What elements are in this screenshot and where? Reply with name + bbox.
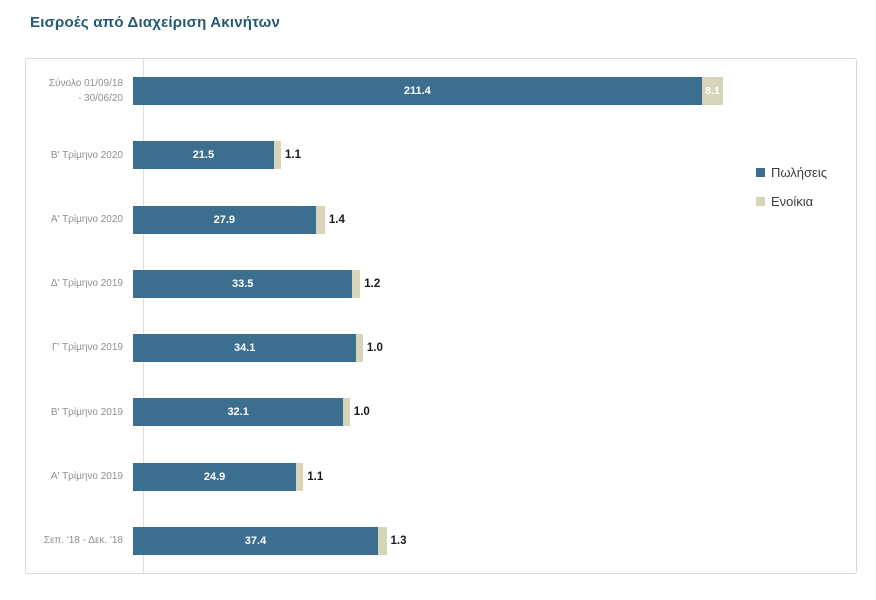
chart-row: Σύνολο 01/09/18 - 30/06/20 211.4 8.1 bbox=[26, 59, 856, 123]
bar-group: 33.5 1.2 bbox=[133, 269, 381, 298]
bar-segment-rent: 8.1 bbox=[701, 77, 724, 106]
bar-group: 32.1 1.0 bbox=[133, 398, 370, 427]
category-label: Α' Τρίμηνο 2020 bbox=[50, 213, 123, 225]
bar-value-sales: 27.9 bbox=[213, 213, 236, 226]
bar-value-rent: 1.1 bbox=[307, 470, 324, 483]
bar-segment-sales: 211.4 bbox=[133, 77, 702, 106]
chart-row: Β' Τρίμηνο 2020 21.5 1.1 bbox=[26, 123, 856, 187]
bar-segment-rent bbox=[356, 334, 363, 363]
category-label: Δ' Τρίμηνο 2019 bbox=[50, 278, 123, 290]
bar-value-sales: 37.4 bbox=[244, 534, 267, 547]
category-label: Β' Τρίμηνο 2019 bbox=[50, 406, 123, 418]
bar-group: 34.1 1.0 bbox=[133, 334, 383, 363]
bar-group: 37.4 1.3 bbox=[133, 526, 407, 555]
bar-group: 211.4 8.1 bbox=[133, 77, 724, 106]
legend-item: Πωλήσεις bbox=[756, 165, 827, 180]
chart-row: Α' Τρίμηνο 2020 27.9 1.4 bbox=[26, 188, 856, 252]
legend: Πωλήσεις Ενοίκια bbox=[756, 165, 827, 209]
category-label: Α' Τρίμηνο 2019 bbox=[50, 470, 123, 482]
bar-value-rent: 8.1 bbox=[705, 85, 720, 98]
bar-segment-sales: 24.9 bbox=[133, 462, 297, 491]
bar-segment-rent bbox=[343, 398, 350, 427]
chart-row: Δ' Τρίμηνο 2019 33.5 1.2 bbox=[26, 252, 856, 316]
legend-label: Ενοίκια bbox=[771, 194, 814, 209]
bar-value-rent: 1.1 bbox=[284, 149, 301, 162]
chart-row: Α' Τρίμηνο 2019 24.9 1.1 bbox=[26, 445, 856, 509]
chart-container: Σύνολο 01/09/18 - 30/06/20 211.4 8.1 Β' Τρί… bbox=[25, 58, 857, 574]
chart-row: Β' Τρίμηνο 2019 32.1 1.0 bbox=[26, 380, 856, 444]
bar-segment-rent bbox=[315, 205, 325, 234]
bar-group: 24.9 1.1 bbox=[133, 462, 324, 491]
bar-segment-sales: 37.4 bbox=[133, 526, 378, 555]
bar-value-sales: 211.4 bbox=[403, 85, 431, 98]
legend-label: Πωλήσεις bbox=[771, 165, 827, 180]
bar-value-rent: 1.3 bbox=[390, 534, 407, 547]
chart-row: Γ' Τρίμηνο 2019 34.1 1.0 bbox=[26, 316, 856, 380]
bar-value-sales: 34.1 bbox=[233, 342, 256, 355]
bar-segment-rent bbox=[296, 462, 304, 491]
bar-value-sales: 32.1 bbox=[227, 406, 249, 419]
page-title: Εισροές από Διαχείριση Ακινήτων bbox=[30, 14, 281, 31]
bar-segment-sales: 32.1 bbox=[133, 398, 344, 427]
bar-segment-rent bbox=[352, 269, 361, 298]
y-axis-line bbox=[143, 59, 144, 573]
legend-item: Ενοίκια bbox=[756, 194, 827, 209]
chart-row: Σεπ. '18 - Δεκ. '18 37.4 1.3 bbox=[26, 509, 856, 573]
category-label: Σεπ. '18 - Δεκ. '18 bbox=[43, 535, 123, 547]
category-label: Γ' Τρίμηνο 2019 bbox=[52, 342, 123, 354]
bar-segment-rent bbox=[378, 526, 387, 555]
bar-value-sales: 33.5 bbox=[231, 277, 254, 290]
chart-rows: Σύνολο 01/09/18 - 30/06/20 211.4 8.1 Β' Τρί… bbox=[26, 59, 856, 573]
legend-swatch-icon bbox=[756, 197, 765, 206]
bar-value-sales: 24.9 bbox=[203, 470, 226, 483]
bar-segment-sales: 34.1 bbox=[133, 334, 357, 363]
bar-segment-sales: 27.9 bbox=[133, 205, 316, 234]
category-label: Σύνολο 01/09/18 - 30/06/20 bbox=[48, 77, 123, 105]
bar-value-rent: 1.4 bbox=[328, 213, 345, 226]
bar-value-rent: 1.0 bbox=[366, 342, 383, 355]
bar-segment-rent bbox=[273, 141, 281, 170]
bar-value-rent: 1.0 bbox=[353, 406, 370, 419]
legend-swatch-icon bbox=[756, 168, 765, 177]
bar-value-rent: 1.2 bbox=[364, 277, 381, 290]
bar-group: 27.9 1.4 bbox=[133, 205, 345, 234]
category-label: Β' Τρίμηνο 2020 bbox=[50, 149, 123, 161]
bar-segment-sales: 21.5 bbox=[133, 141, 274, 170]
bar-segment-sales: 33.5 bbox=[133, 269, 353, 298]
bar-value-sales: 21.5 bbox=[192, 149, 215, 162]
bar-group: 21.5 1.1 bbox=[133, 141, 301, 170]
